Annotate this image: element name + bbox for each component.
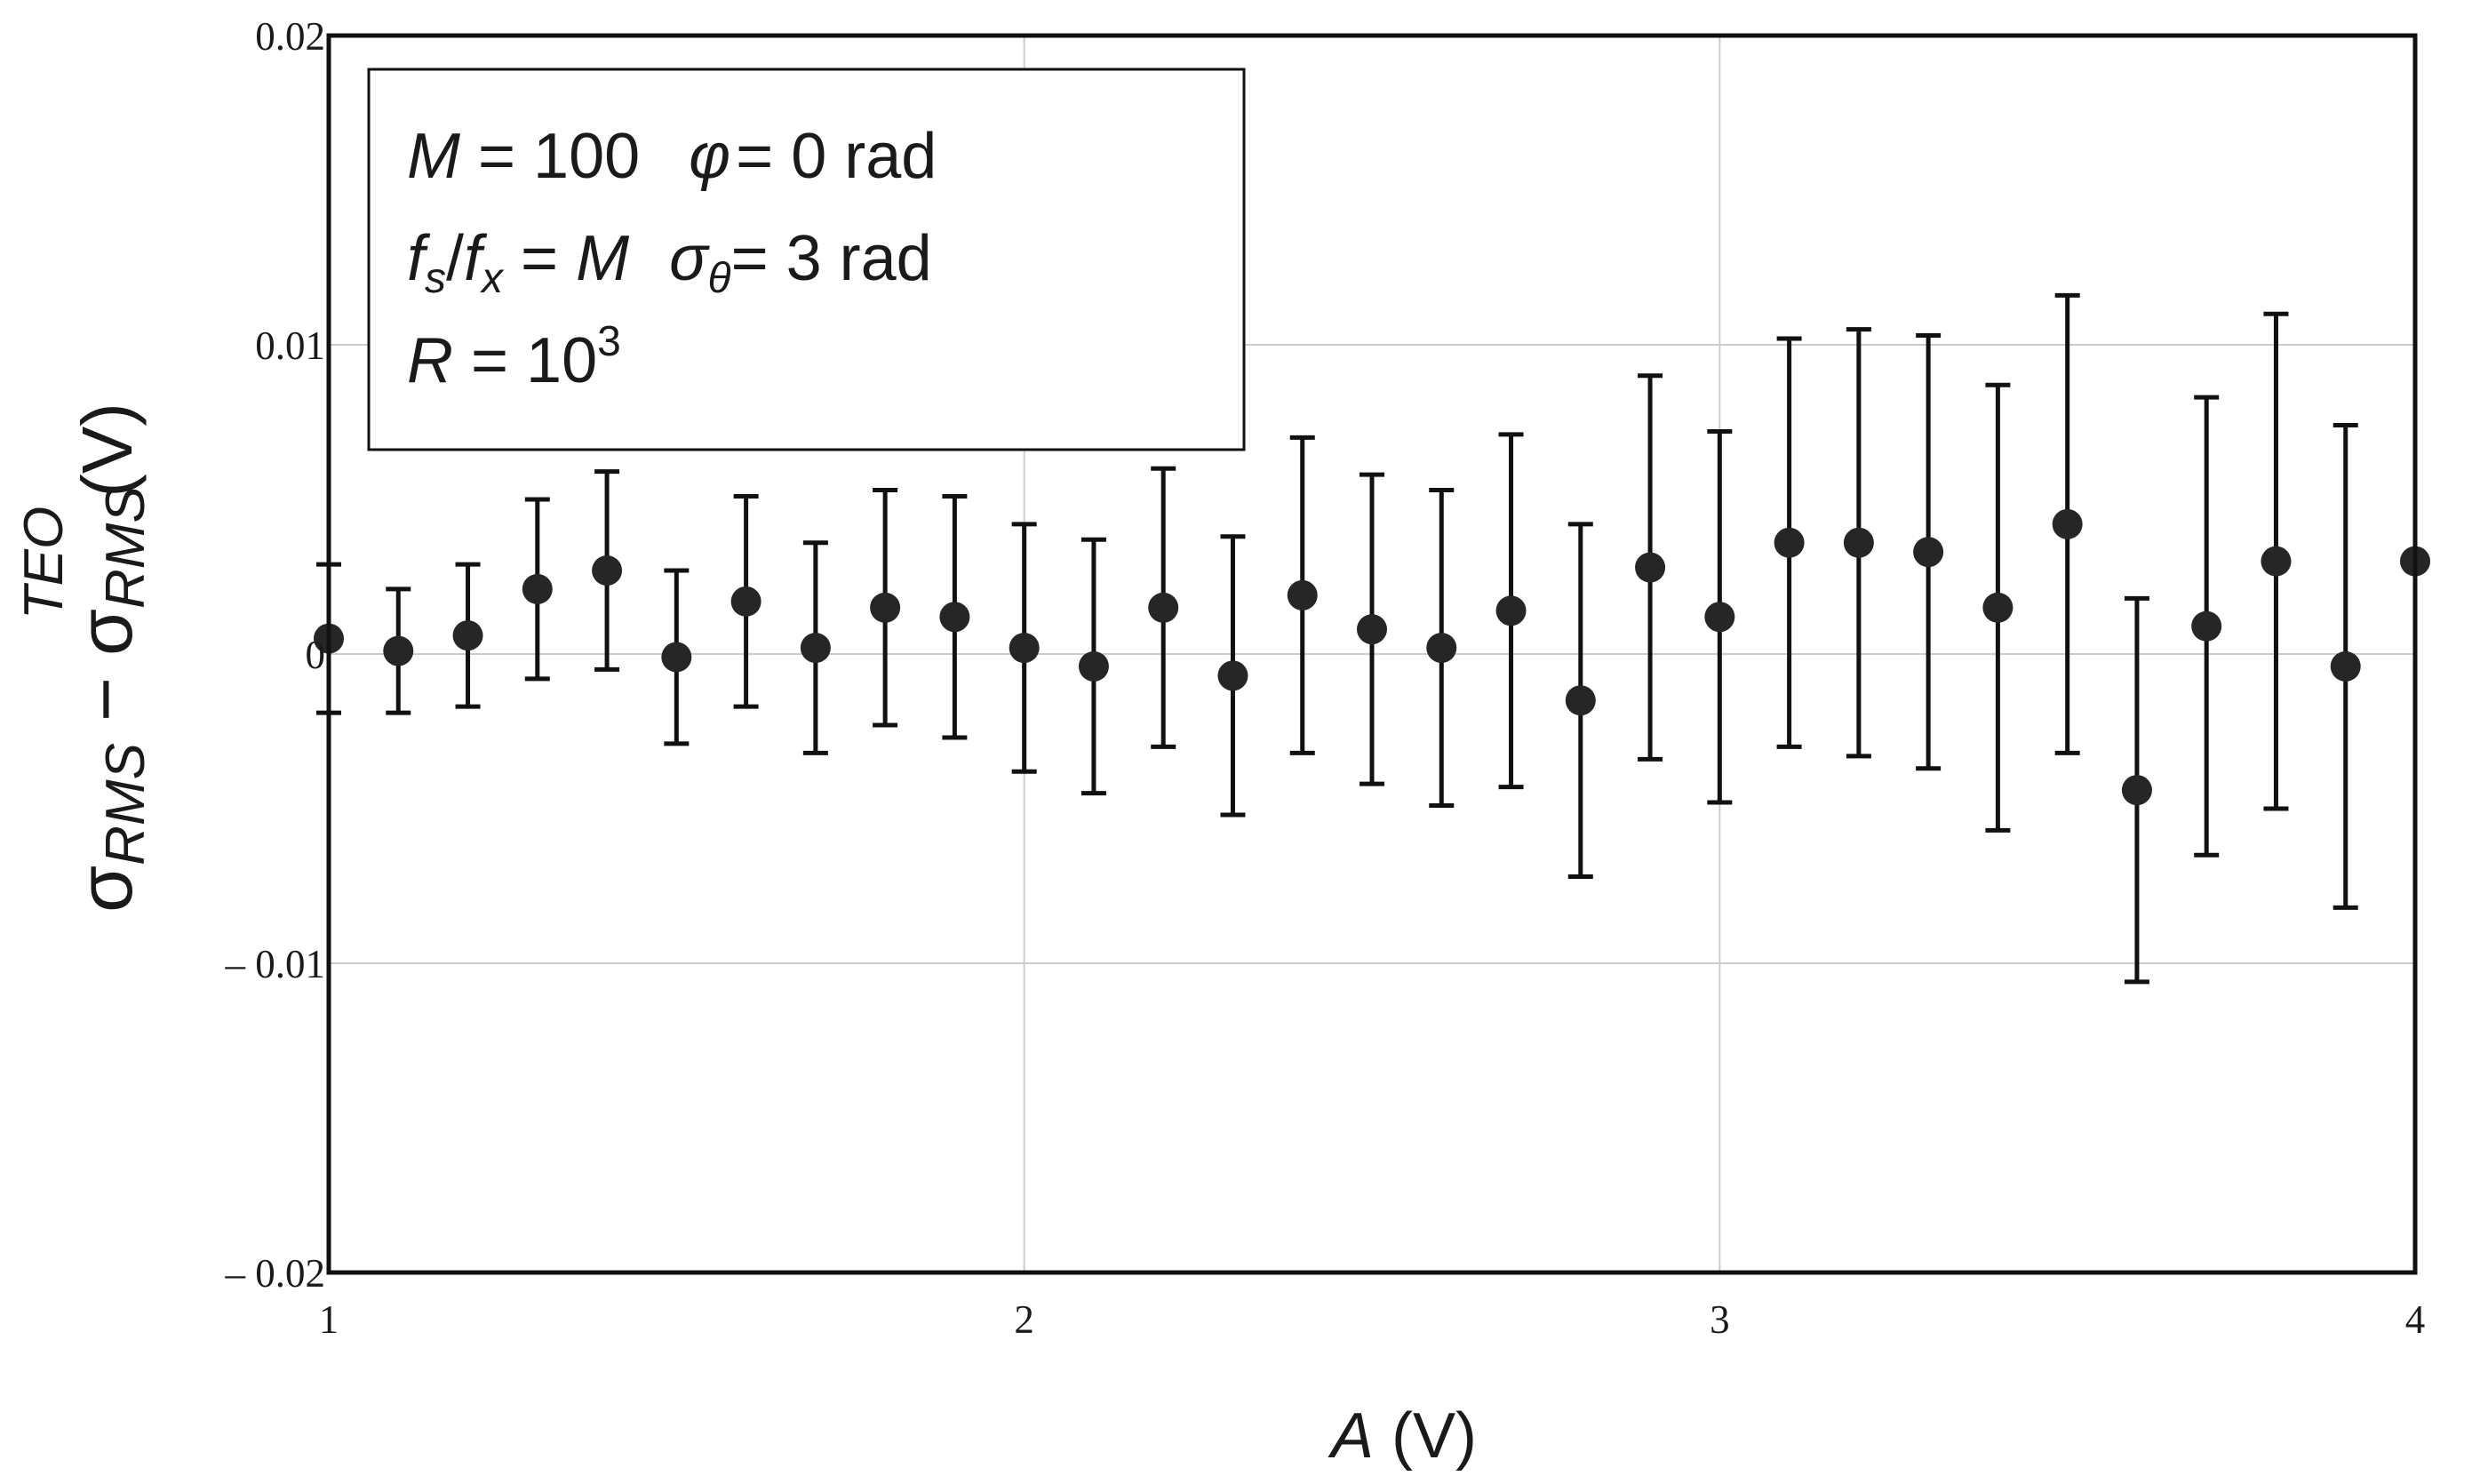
data-point [1357, 614, 1387, 645]
data-point [1982, 592, 2013, 623]
tick-labels: 1 2 3 4 – 0.02 – 0.01 0 0.01 0.02 [225, 14, 2426, 1342]
data-point [800, 633, 831, 664]
y-tick-label: – 0.02 [225, 1251, 326, 1296]
data-point [2052, 508, 2083, 539]
y-axis-title: σRMS − σRMSTEO(V) [13, 403, 156, 913]
data-point [870, 592, 901, 623]
data-point [2261, 546, 2292, 577]
data-point [939, 602, 970, 633]
y-tick-label: 0 [306, 633, 326, 677]
y-tick-label: 0.02 [255, 14, 325, 59]
data-point [1287, 579, 1318, 610]
data-point [1148, 592, 1179, 623]
x-tick-label: 1 [319, 1297, 339, 1342]
data-point [383, 635, 414, 666]
data-point [522, 573, 553, 604]
plot-frame [326, 33, 2418, 1275]
x-axis-title: A (V) [1328, 1400, 1477, 1472]
data-point [452, 620, 483, 651]
data-point [1426, 633, 1457, 664]
data-point [2330, 650, 2361, 682]
x-tick-label: 2 [1014, 1297, 1034, 1342]
data-point [1078, 650, 1109, 682]
data-point [1843, 527, 1874, 558]
data-point [2191, 610, 2222, 642]
data-point [1774, 527, 1805, 558]
legend-line-1: M = 100 φ= 0 rad [407, 121, 937, 192]
data-point [730, 586, 762, 617]
data-point [1217, 660, 1248, 691]
x-tick-label: 3 [1710, 1297, 1730, 1342]
data-series [314, 292, 2430, 985]
data-point [1495, 595, 1527, 626]
legend-line-3: R = 103 [407, 318, 621, 396]
data-point [1635, 552, 1666, 583]
y-tick-label: – 0.01 [225, 942, 326, 986]
data-point [1704, 602, 1735, 633]
y-tick-label: 0.01 [255, 323, 325, 368]
data-point [592, 555, 623, 586]
data-point [1565, 685, 1596, 716]
x-tick-label: 4 [2405, 1297, 2426, 1342]
data-point [1009, 633, 1040, 664]
data-point [2121, 775, 2152, 806]
data-point [1913, 537, 1944, 568]
data-point [661, 642, 692, 673]
legend-box [367, 68, 1246, 451]
